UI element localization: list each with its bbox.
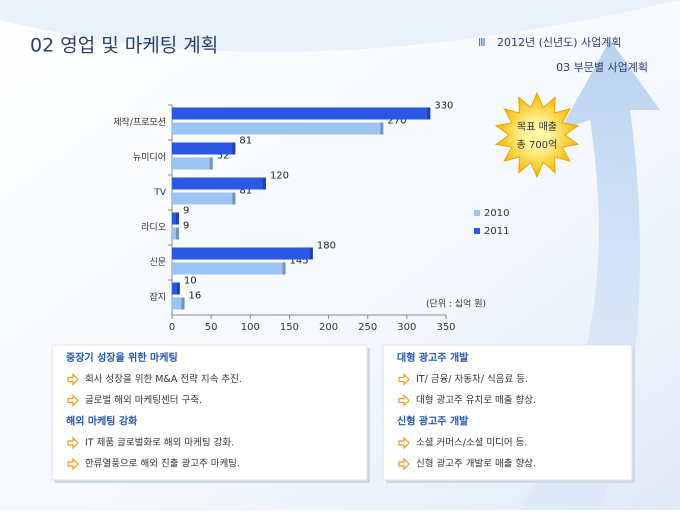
subtitle: 03 부문별 사업계획 xyxy=(556,61,648,74)
bar-edge xyxy=(176,227,180,240)
panel-item: IT/ 금융/ 자동차/ 식음료 등. xyxy=(416,373,528,385)
swoosh xyxy=(0,0,680,53)
panel-heading: 중장기 성장을 위한 마케팅 xyxy=(66,351,178,364)
bar xyxy=(172,227,180,240)
value-label: 145 xyxy=(290,256,309,267)
legend-swatch xyxy=(474,228,480,234)
bar xyxy=(172,282,180,295)
bullet-arrow xyxy=(67,394,79,407)
bullet-arrow xyxy=(398,436,410,450)
x-tick-label: 100 xyxy=(241,322,260,333)
bullet-arrow xyxy=(67,457,79,471)
value-label: 330 xyxy=(434,101,453,112)
bar-edge xyxy=(427,107,431,120)
bar xyxy=(172,262,286,275)
y-tick-label: 신문 xyxy=(149,257,166,268)
panel-heading: 해외 마케팅 강화 xyxy=(66,415,138,428)
panel-heading: 신형 광고주 개발 xyxy=(397,415,469,428)
unit-note: (단위 : 십억 원) xyxy=(426,298,486,310)
bar-edge xyxy=(209,157,213,170)
value-label: 81 xyxy=(239,136,252,147)
bullet-arrow xyxy=(67,373,79,386)
value-label: 9 xyxy=(183,206,189,217)
legend-swatch xyxy=(474,210,480,216)
bar-edge xyxy=(176,212,180,225)
panel-item: 글로벌 해외 마케팅센터 구축. xyxy=(85,394,202,406)
value-label: 10 xyxy=(184,276,197,287)
x-tick-label: 300 xyxy=(397,322,416,333)
bar-edge xyxy=(262,177,266,190)
panel-item: 회사 성장을 위한 M&A 전략 지속 추진. xyxy=(85,373,242,385)
y-tick-label: 뉴미디어 xyxy=(133,152,166,163)
badge-text: 목표 매출 xyxy=(517,121,557,133)
panel-item: 신형 광고주 개발로 매출 향상. xyxy=(416,458,536,470)
y-tick-label: TV xyxy=(153,188,166,198)
y-tick-label: 제작/프로모션 xyxy=(113,117,166,128)
bar-edge xyxy=(232,192,236,205)
slide-title: 02 영업 및 마케팅 계획 xyxy=(30,35,218,57)
bullet-arrow xyxy=(398,394,410,407)
panel-heading: 대형 광고주 개발 xyxy=(397,351,469,364)
bar xyxy=(172,192,236,205)
bar xyxy=(172,157,213,170)
x-tick-label: 0 xyxy=(169,322,175,333)
bar xyxy=(172,212,180,225)
bar xyxy=(172,177,266,190)
bar xyxy=(172,297,185,310)
bar-edge xyxy=(176,282,180,295)
starburst xyxy=(494,91,580,179)
bullet-arrow xyxy=(398,373,410,386)
value-label: 120 xyxy=(270,171,289,182)
bar xyxy=(172,142,236,155)
value-label: 16 xyxy=(189,291,202,302)
legend-label: 2011 xyxy=(484,226,509,237)
bar xyxy=(172,107,431,120)
section-title: 2012년 (신년도) 사업계획 xyxy=(497,36,622,49)
bar-edge xyxy=(380,122,384,135)
chart: 0 50 100 150 200 250 300 350 제작/프로모션 270 330 뉴미디어 52… xyxy=(113,101,509,334)
bar-edge xyxy=(232,142,236,155)
value-label: 270 xyxy=(387,116,406,127)
panel-item: 소셜 커머스/소셜 미디어 등. xyxy=(416,438,527,449)
panel-item: 한류열풍으로 해외 진출 광고주 마케팅. xyxy=(85,458,240,470)
bar xyxy=(172,122,384,135)
x-tick-label: 150 xyxy=(280,322,299,333)
panel-item: 대형 광고주 유치로 매출 향상. xyxy=(416,394,536,406)
value-label: 180 xyxy=(317,241,336,252)
bar xyxy=(172,247,313,260)
value-label: 52 xyxy=(217,151,230,162)
section-number: Ⅲ xyxy=(478,36,486,49)
y-tick-label: 라디오 xyxy=(141,222,166,233)
legend-label: 2010 xyxy=(484,208,509,219)
value-label: 9 xyxy=(183,221,189,232)
badge: 목표 매출총 700억 xyxy=(494,91,580,179)
x-tick-label: 200 xyxy=(319,322,338,333)
x-tick-label: 250 xyxy=(358,322,377,333)
panel xyxy=(51,344,368,481)
x-tick-label: 50 xyxy=(205,322,218,333)
y-tick-label: 잡지 xyxy=(149,291,166,303)
x-tick-label: 350 xyxy=(436,322,455,333)
bar-edge xyxy=(309,247,313,260)
bullet-arrow xyxy=(398,457,410,471)
badge-text: 총 700억 xyxy=(517,139,558,151)
value-label: 81 xyxy=(239,186,252,197)
bullet-arrow xyxy=(67,436,79,450)
bar-edge xyxy=(181,297,185,310)
panel-item: IT 제품 글로벌화로 해외 마케팅 강화. xyxy=(85,437,234,449)
bar-edge xyxy=(282,262,286,275)
panel xyxy=(382,344,633,481)
